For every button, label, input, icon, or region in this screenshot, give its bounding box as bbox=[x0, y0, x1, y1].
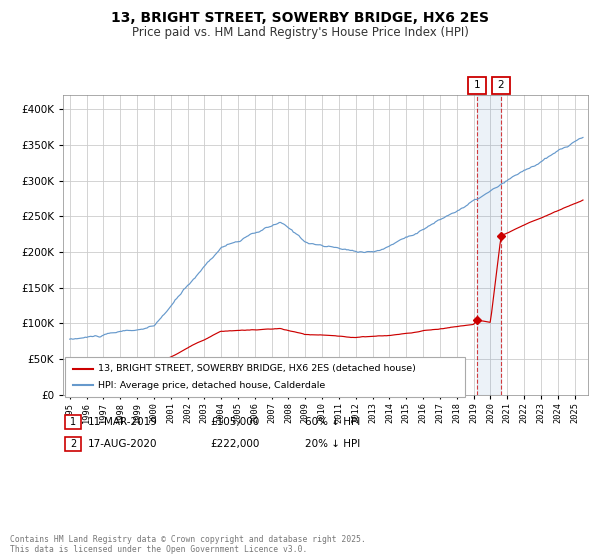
FancyBboxPatch shape bbox=[468, 77, 486, 94]
Text: £222,000: £222,000 bbox=[210, 439, 259, 449]
FancyBboxPatch shape bbox=[65, 357, 465, 397]
Text: This data is licensed under the Open Government Licence v3.0.: This data is licensed under the Open Gov… bbox=[10, 545, 307, 554]
FancyBboxPatch shape bbox=[65, 437, 81, 451]
Text: HPI: Average price, detached house, Calderdale: HPI: Average price, detached house, Cald… bbox=[98, 380, 325, 390]
FancyBboxPatch shape bbox=[492, 77, 510, 94]
Bar bbox=[477, 95, 501, 395]
Text: 2: 2 bbox=[497, 81, 505, 91]
Text: 1: 1 bbox=[70, 417, 76, 427]
Text: 11-MAR-2019: 11-MAR-2019 bbox=[88, 417, 158, 427]
FancyBboxPatch shape bbox=[65, 415, 81, 429]
Text: 2: 2 bbox=[70, 439, 76, 449]
Text: 13, BRIGHT STREET, SOWERBY BRIDGE, HX6 2ES: 13, BRIGHT STREET, SOWERBY BRIDGE, HX6 2… bbox=[111, 11, 489, 25]
Text: 60% ↓ HPI: 60% ↓ HPI bbox=[305, 417, 360, 427]
Text: 1: 1 bbox=[473, 81, 481, 91]
Text: Price paid vs. HM Land Registry's House Price Index (HPI): Price paid vs. HM Land Registry's House … bbox=[131, 26, 469, 39]
Text: Contains HM Land Registry data © Crown copyright and database right 2025.: Contains HM Land Registry data © Crown c… bbox=[10, 535, 366, 544]
Text: 20% ↓ HPI: 20% ↓ HPI bbox=[305, 439, 360, 449]
Text: 17-AUG-2020: 17-AUG-2020 bbox=[88, 439, 157, 449]
Text: 13, BRIGHT STREET, SOWERBY BRIDGE, HX6 2ES (detached house): 13, BRIGHT STREET, SOWERBY BRIDGE, HX6 2… bbox=[98, 365, 416, 374]
Text: £105,000: £105,000 bbox=[210, 417, 259, 427]
